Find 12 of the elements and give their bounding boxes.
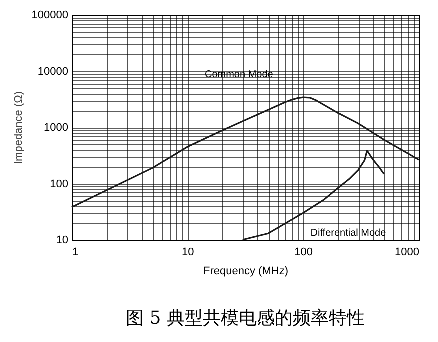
- y-tick-label: 100000: [32, 10, 68, 22]
- y-tick-label: 100: [50, 178, 68, 190]
- caption: 图 5 典型共模电感的频率特性: [126, 308, 365, 329]
- y-tick-label: 10: [56, 234, 68, 246]
- x-tick-label: 1: [72, 246, 79, 258]
- y-axis-title: Impedance (Ω): [12, 91, 25, 165]
- x-tick-label: 1000: [395, 246, 420, 258]
- x-tick-label: 100: [294, 246, 314, 258]
- x-axis-title: Frequency (MHz): [204, 266, 288, 278]
- y-tick-label: 10000: [38, 66, 68, 78]
- y-tick-label: 1000: [44, 122, 68, 134]
- x-tick-label: 10: [182, 246, 194, 258]
